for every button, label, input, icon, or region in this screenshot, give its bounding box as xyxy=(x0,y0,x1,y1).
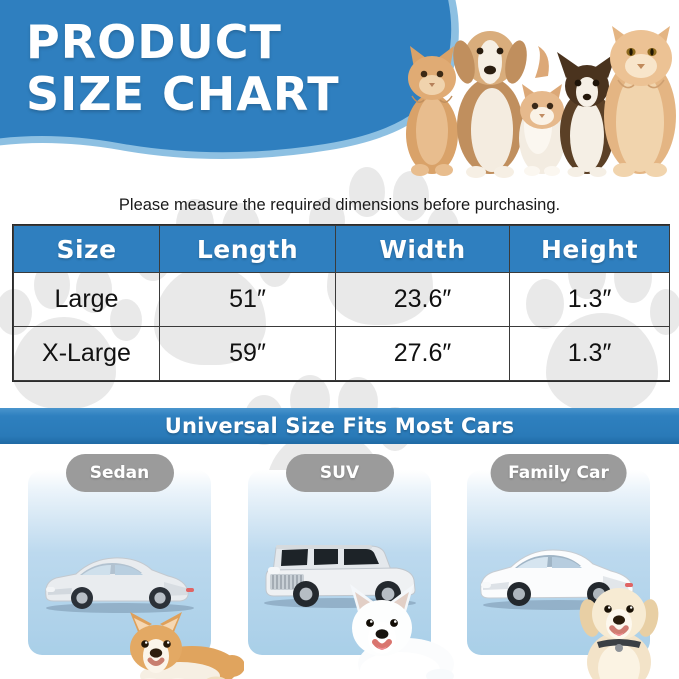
panel-label-family-car: Family Car xyxy=(490,454,627,492)
cell-length: 51″ xyxy=(159,272,336,327)
suv-car-icon xyxy=(254,532,426,610)
samoyed-dog-icon xyxy=(344,576,464,679)
measure-instruction-text: Please measure the required dimensions b… xyxy=(118,196,561,214)
beagle-dog xyxy=(453,31,527,178)
ginger-cat xyxy=(406,46,458,176)
panel-label-sedan: Sedan xyxy=(65,454,174,492)
page-title: PRODUCT SIZE CHART xyxy=(26,16,406,120)
cell-height: 1.3″ xyxy=(509,326,670,381)
orange-tabby-cat xyxy=(604,26,676,177)
header-banner: PRODUCT SIZE CHART xyxy=(0,0,679,185)
page-title-line2: SIZE CHART xyxy=(26,67,340,121)
cell-size: X-Large xyxy=(13,326,160,381)
column-header-size: Size xyxy=(13,225,160,273)
vehicle-panel-sedan: Sedan xyxy=(28,454,244,679)
page-title-line1: PRODUCT xyxy=(26,15,282,69)
column-header-width: Width xyxy=(335,225,510,273)
cell-size: Large xyxy=(13,272,160,327)
cell-width: 27.6″ xyxy=(335,326,510,381)
golden-retriever-dog-icon xyxy=(571,570,667,679)
vehicle-panels-row: Sedan xyxy=(0,444,679,679)
column-header-height: Height xyxy=(509,225,670,273)
panel-label-text: Sedan xyxy=(89,463,150,483)
vehicle-panel-suv: SUV xyxy=(248,454,454,679)
universal-fit-banner-text: Universal Size Fits Most Cars xyxy=(164,414,515,438)
column-header-length: Length xyxy=(159,225,336,273)
chihuahua-dog xyxy=(557,52,617,177)
table-row: Large 51″ 23.6″ 1.3″ xyxy=(13,272,670,327)
panel-label-text: SUV xyxy=(319,463,360,483)
table-header-row: Size Length Width Height xyxy=(13,225,670,273)
sedan-car-icon xyxy=(36,548,204,614)
cell-height: 1.3″ xyxy=(509,272,670,327)
pets-group-photo xyxy=(392,6,679,178)
universal-fit-banner: Universal Size Fits Most Cars xyxy=(0,408,679,444)
header-blob-shape xyxy=(0,0,459,159)
cell-length: 59″ xyxy=(159,326,336,381)
corgi-dog-icon xyxy=(120,610,244,679)
exotic-shorthair-kitten xyxy=(519,46,565,176)
panel-label-suv: SUV xyxy=(285,454,394,492)
size-chart-table: Size Length Width Height Large 51″ 23.6″… xyxy=(12,224,670,382)
vehicle-panel-family-car: Family Car xyxy=(467,454,659,679)
panel-label-text: Family Car xyxy=(508,463,609,483)
cell-width: 23.6″ xyxy=(335,272,510,327)
table-row: X-Large 59″ 27.6″ 1.3″ xyxy=(13,326,670,381)
